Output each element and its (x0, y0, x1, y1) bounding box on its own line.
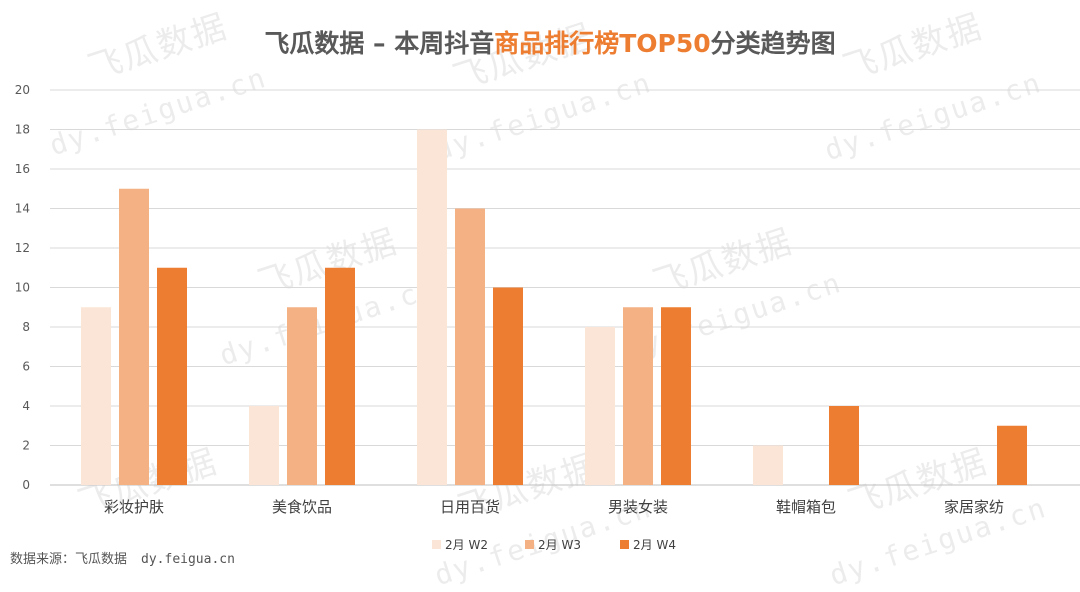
x-tick-label: 家居家纺 (944, 498, 1004, 516)
bar (493, 287, 523, 485)
legend-label: 2月 W2 (445, 538, 488, 552)
legend-swatch (432, 540, 441, 549)
legend-swatch (525, 540, 534, 549)
y-tick-label: 14 (15, 202, 30, 216)
bar (287, 307, 317, 485)
bar (455, 208, 485, 485)
x-tick-label: 彩妆护肤 (104, 498, 164, 516)
chart-title-part: 飞瓜数据 – 本周抖音 (264, 29, 494, 58)
bar (997, 425, 1027, 485)
y-tick-label: 16 (15, 162, 30, 176)
x-axis: 彩妆护肤 美食饮品 日用百货 男装女装 鞋帽箱包 家居家纺 (104, 498, 1004, 516)
bar (81, 307, 111, 485)
x-tick-label: 鞋帽箱包 (776, 498, 836, 516)
y-tick-label: 8 (22, 320, 30, 334)
y-tick-label: 0 (22, 478, 30, 492)
bar (325, 267, 355, 485)
x-tick-label: 美食饮品 (272, 498, 332, 516)
bars (81, 129, 1027, 485)
bar (119, 188, 149, 485)
y-tick-label: 2 (22, 439, 30, 453)
bar (417, 129, 447, 485)
bar-chart: 飞瓜数据 – 本周抖音商品排行榜TOP50分类趋势图 0 2 4 6 8 10 12 14 16… (15, 29, 1080, 552)
legend-label: 2月 W3 (538, 538, 581, 552)
bar (753, 445, 783, 485)
y-axis: 0 2 4 6 8 10 12 14 16 18 20 (15, 83, 30, 492)
legend-label: 2月 W4 (633, 538, 676, 552)
legend-swatch (620, 540, 629, 549)
source-url: dy.feigua.cn (141, 552, 235, 567)
chart-title-part: 商品排行榜TOP50 (494, 29, 710, 58)
gridlines (50, 89, 1080, 486)
legend-item: 2月 W3 (525, 538, 581, 552)
legend-item: 2月 W4 (620, 538, 676, 552)
x-tick-label: 男装女装 (608, 498, 668, 516)
bar (157, 267, 187, 485)
y-tick-label: 10 (15, 281, 30, 295)
bar (829, 406, 859, 485)
y-tick-label: 20 (15, 83, 30, 97)
y-tick-label: 12 (15, 241, 30, 255)
legend: 2月 W2 2月 W3 2月 W4 (432, 538, 676, 552)
source-note: 数据来源：飞瓜数据 dy.feigua.cn (10, 548, 235, 567)
bar (585, 327, 615, 485)
bar (661, 307, 691, 485)
bar (623, 307, 653, 485)
y-tick-label: 4 (22, 399, 30, 413)
bar (249, 406, 279, 485)
chart-title-part: 分类趋势图 (711, 29, 836, 58)
y-tick-label: 6 (22, 360, 30, 374)
x-tick-label: 日用百货 (440, 498, 500, 516)
source-label: 数据来源：飞瓜数据 (10, 552, 128, 567)
y-tick-label: 18 (15, 123, 30, 137)
legend-item: 2月 W2 (432, 538, 488, 552)
chart-title: 飞瓜数据 – 本周抖音商品排行榜TOP50分类趋势图 (264, 29, 835, 58)
